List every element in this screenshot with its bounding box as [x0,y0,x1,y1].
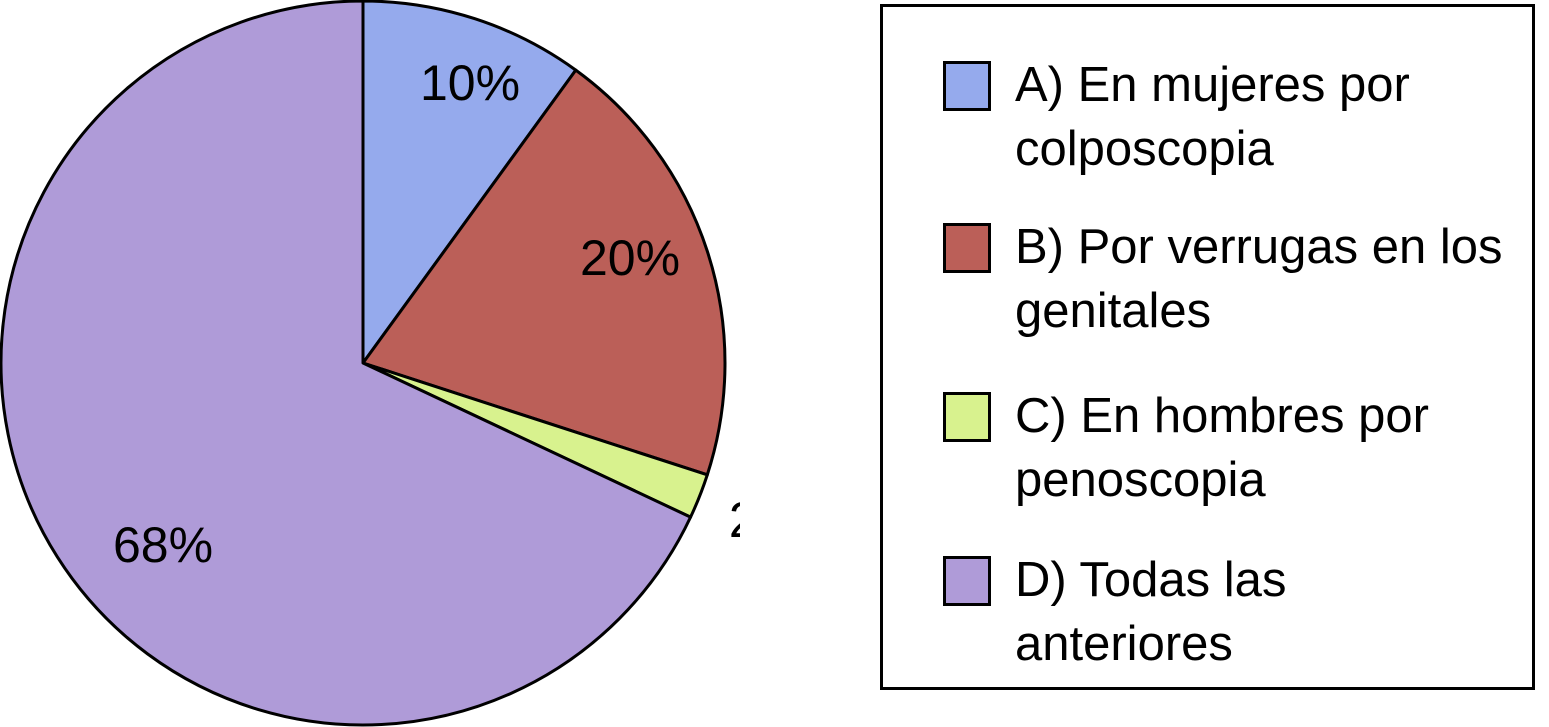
legend-item-c: C) En hombres por penoscopia [943,384,1503,512]
legend-item-d: D) Todas las anteriores [943,548,1503,676]
legend-item-a: A) En mujeres por colposcopia [943,53,1503,181]
slice-label-a: 10% [420,55,520,111]
pie-slice-b [361,68,727,477]
pie-slices [0,0,727,727]
legend-swatch-b [943,223,991,273]
legend: A) En mujeres por colposcopia B) Por ver… [880,4,1535,690]
slice-label-c: 2% [729,492,740,548]
legend-label-a: A) En mujeres por colposcopia [1015,58,1410,176]
legend-label-b: B) Por verrugas en los genitales [1015,220,1503,338]
slice-label-b: 20% [580,230,680,286]
legend-item-b: B) Por verrugas en los genitales [943,215,1503,343]
pie-chart: 10% 20% 2% 68% [0,0,740,727]
legend-label-d: D) Todas las anteriores [1015,553,1287,671]
pie-slice-d [0,0,693,727]
slice-label-d: 68% [113,517,213,573]
legend-label-c: C) En hombres por penoscopia [1015,389,1429,507]
legend-swatch-c [943,392,991,442]
pie-slice-a [361,0,578,365]
legend-swatch-d [943,556,991,606]
pie-labels: 10% 20% 2% 68% [113,55,740,573]
legend-swatch-a [943,61,991,111]
